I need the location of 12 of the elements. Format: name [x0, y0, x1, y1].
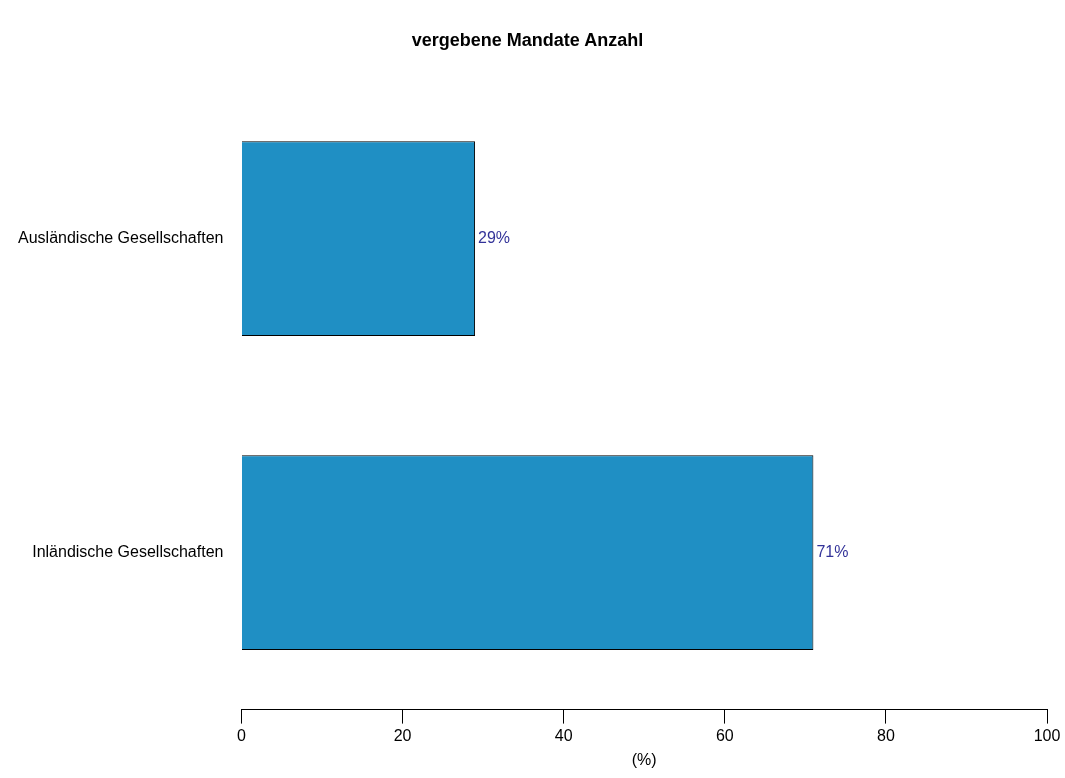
- y-tick-label: Ausländische Gesellschaften: [18, 229, 224, 247]
- x-tick-label: 40: [554, 726, 573, 744]
- x-tick-label: 0: [237, 726, 246, 744]
- y-tick-label: Inländische Gesellschaften: [32, 543, 224, 561]
- chart-title: vergebene Mandate Anzahl: [411, 29, 644, 50]
- x-axis-title: (%): [631, 750, 657, 768]
- data-label: 71%: [816, 543, 849, 561]
- x-tick-label: 80: [876, 726, 895, 744]
- x-tick-label: 20: [393, 726, 412, 744]
- data-label: 29%: [478, 229, 511, 247]
- x-tick-label: 60: [715, 726, 734, 744]
- x-tick-label: 100: [1033, 726, 1061, 744]
